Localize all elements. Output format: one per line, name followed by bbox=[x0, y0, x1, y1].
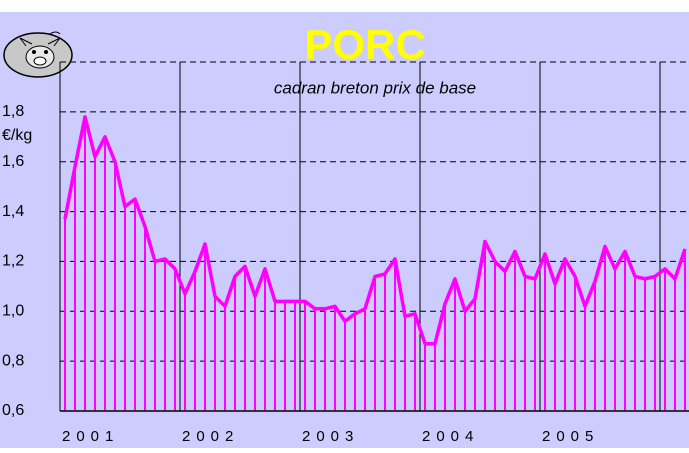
x-tick-label: 2002 bbox=[182, 428, 239, 445]
price-line bbox=[63, 115, 687, 346]
x-tick-label: 2005 bbox=[542, 428, 599, 445]
x-tick-label: 2001 bbox=[62, 428, 119, 445]
x-tick-label: 2003 bbox=[302, 428, 359, 445]
y-tick-label: 1,2 bbox=[2, 253, 24, 270]
pig-logo bbox=[3, 31, 73, 78]
y-tick-label: 1,4 bbox=[2, 203, 24, 220]
y-axis-label: €/kg bbox=[2, 127, 32, 144]
y-tick-label: 0,6 bbox=[2, 402, 24, 419]
chart-subtitle: cadran breton prix de base bbox=[274, 78, 476, 97]
y-tick-label: 1,6 bbox=[2, 153, 24, 170]
y-tick-label: 1,0 bbox=[2, 303, 24, 320]
x-tick-label: 2004 bbox=[422, 428, 479, 445]
y-tick-label: 0,8 bbox=[2, 352, 24, 369]
y-tick-label: 1,8 bbox=[2, 103, 24, 120]
chart-title: PORC bbox=[304, 21, 425, 68]
